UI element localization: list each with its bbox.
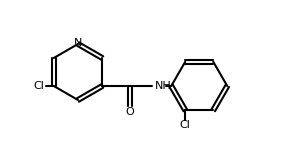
Text: N: N: [74, 38, 82, 48]
Text: Cl: Cl: [180, 120, 191, 130]
Text: O: O: [126, 107, 135, 117]
Text: Cl: Cl: [33, 81, 44, 91]
Text: NH: NH: [155, 81, 172, 91]
